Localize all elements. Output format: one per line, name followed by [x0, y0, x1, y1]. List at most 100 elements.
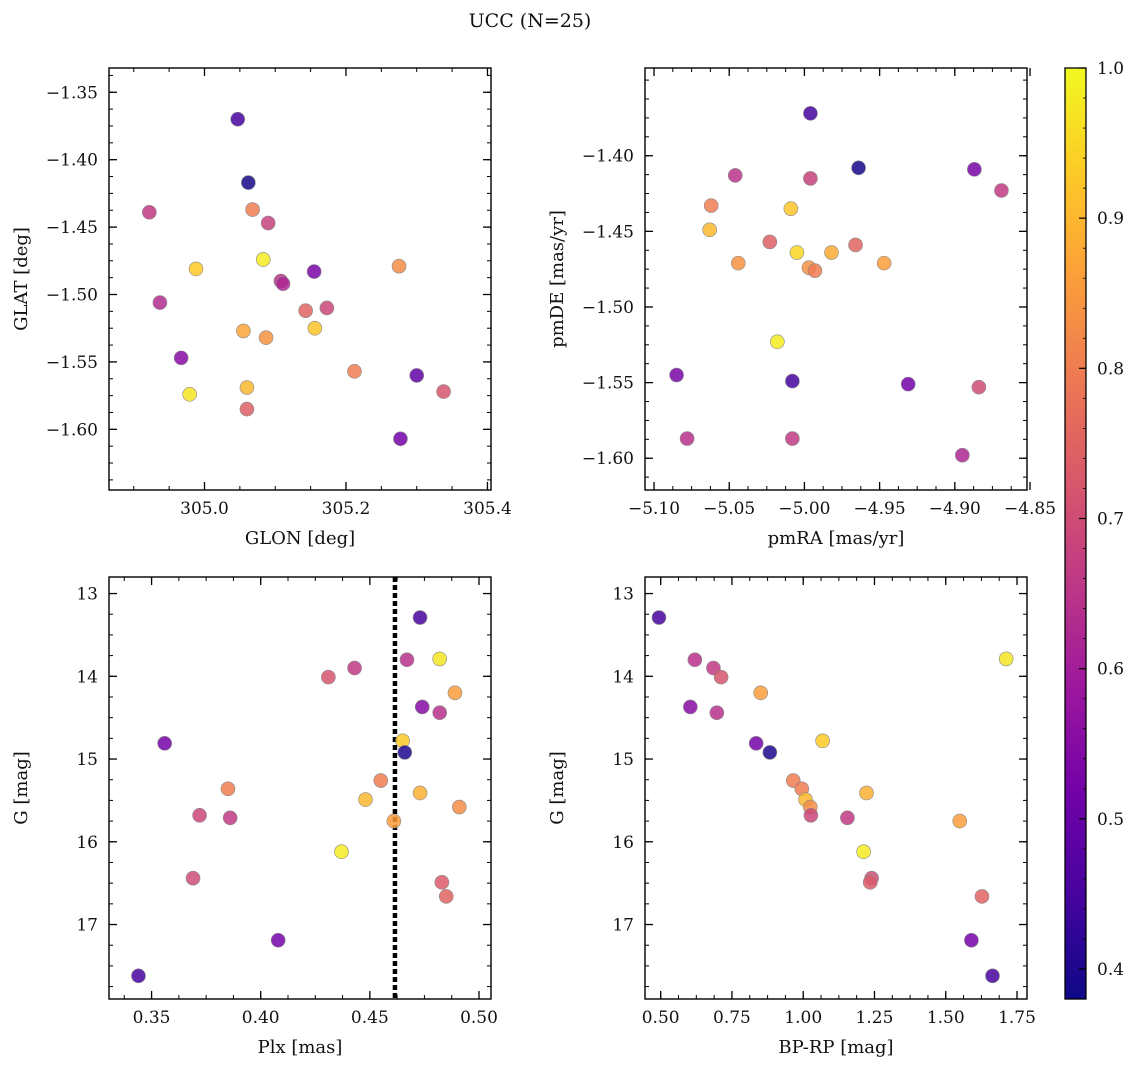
- data-point: [753, 685, 769, 701]
- data-point: [432, 651, 448, 667]
- data-point: [651, 610, 667, 625]
- y-tick-label: 17: [612, 916, 634, 936]
- data-point: [270, 932, 286, 948]
- x-tick-label: 0.40: [242, 1008, 280, 1028]
- y-axis-label: pmDE [mas/yr]: [547, 210, 568, 348]
- y-axis-label: G [mag]: [11, 751, 32, 824]
- data-point: [713, 669, 729, 685]
- x-tick-label: 1.75: [998, 1008, 1036, 1028]
- data-point: [334, 844, 349, 860]
- data-point: [770, 334, 785, 350]
- data-point: [414, 699, 430, 715]
- data-point: [260, 215, 276, 231]
- panel-glon-glat: 305.0 305.2 305.4 −1.35 −1.40 −1.45 −1.50 −1.55…: [11, 67, 512, 549]
- y-tick-label: 14: [76, 667, 98, 687]
- data-point: [409, 368, 425, 383]
- data-point: [188, 261, 204, 277]
- colorbar-tick-label: 0.9: [1097, 209, 1124, 229]
- y-tick-label: −1.45: [582, 222, 634, 242]
- x-tick-label: −4.90: [929, 499, 981, 519]
- x-tick-label: −5.05: [703, 499, 755, 519]
- data-point: [298, 303, 313, 318]
- data-point: [152, 295, 168, 310]
- data-point: [236, 323, 251, 339]
- data-point: [785, 373, 800, 389]
- data-point: [173, 350, 189, 366]
- data-point: [412, 610, 428, 625]
- y-tick-label: 16: [612, 833, 634, 853]
- data-point: [985, 968, 1000, 984]
- data-point: [848, 237, 863, 253]
- data-point: [432, 705, 448, 721]
- x-tick-label: 1.50: [927, 1008, 965, 1028]
- colorbar-tick-label: 0.6: [1097, 660, 1124, 680]
- data-point: [241, 175, 256, 190]
- x-axis-label: pmRA [mas/yr]: [768, 528, 905, 549]
- data-point: [255, 252, 271, 267]
- data-point: [321, 669, 336, 685]
- figure-title: UCC (N=25): [469, 10, 592, 32]
- data-point: [397, 745, 413, 760]
- data-point: [222, 810, 238, 826]
- data-point: [683, 699, 698, 715]
- y-tick-label: −1.40: [582, 147, 634, 167]
- data-point: [258, 330, 274, 345]
- colorbar-tick-label: 0.7: [1097, 509, 1124, 529]
- data-point: [876, 255, 892, 271]
- x-tick-label: −4.85: [1004, 499, 1056, 519]
- data-point: [434, 875, 450, 890]
- data-point: [386, 813, 402, 829]
- data-point: [815, 733, 830, 749]
- x-axis-label: BP-RP [mag]: [778, 1037, 893, 1058]
- data-point: [399, 652, 415, 668]
- data-point: [307, 320, 323, 336]
- colorbar-tick-label: 0.4: [1097, 960, 1124, 980]
- y-tick-label: 15: [612, 750, 634, 770]
- data-point: [687, 652, 703, 668]
- y-tick-label: −1.60: [582, 449, 634, 469]
- data-point: [803, 808, 819, 823]
- y-tick-label: −1.40: [46, 151, 98, 171]
- x-tick-label: 1.00: [784, 1008, 822, 1028]
- data-point: [994, 183, 1009, 198]
- y-axis-label: G [mag]: [547, 751, 568, 824]
- data-point: [762, 745, 778, 760]
- panel-pmra-pmde: −5.10 −5.05 −5.00 −4.95 −4.90 −4.85 −1.40 −1.45…: [547, 67, 1056, 549]
- data-point: [952, 813, 968, 829]
- data-point: [393, 431, 408, 447]
- x-tick-label: 0.35: [133, 1008, 171, 1028]
- data-point: [703, 198, 719, 213]
- y-tick-label: 13: [76, 585, 98, 605]
- y-tick-label: −1.55: [46, 353, 98, 373]
- data-point: [142, 204, 157, 220]
- data-point: [185, 870, 201, 886]
- data-point: [347, 364, 362, 379]
- y-tick-label: −1.55: [582, 374, 634, 394]
- data-point: [452, 799, 467, 815]
- data-point: [182, 386, 197, 402]
- x-tick-label: −5.00: [778, 499, 830, 519]
- data-point: [412, 785, 428, 801]
- data-point: [438, 889, 454, 904]
- data-point: [157, 736, 172, 751]
- x-tick-label: 1.25: [856, 1008, 894, 1028]
- data-point: [824, 245, 839, 260]
- data-point: [447, 685, 463, 701]
- data-point: [851, 160, 866, 176]
- data-point: [702, 222, 717, 238]
- data-point: [748, 736, 764, 751]
- x-tick-label: 0.45: [351, 1008, 389, 1028]
- axes-frame: [108, 576, 492, 1000]
- x-tick-label: 305.4: [463, 499, 512, 519]
- data-point: [347, 660, 362, 676]
- y-tick-label: −1.50: [46, 286, 98, 306]
- data-point: [762, 234, 778, 250]
- x-tick-label: 0.50: [642, 1008, 680, 1028]
- data-point: [669, 367, 684, 383]
- data-point: [862, 875, 878, 890]
- data-point: [436, 384, 451, 399]
- y-tick-label: −1.35: [46, 83, 98, 103]
- data-point: [803, 171, 818, 186]
- data-point: [803, 106, 818, 121]
